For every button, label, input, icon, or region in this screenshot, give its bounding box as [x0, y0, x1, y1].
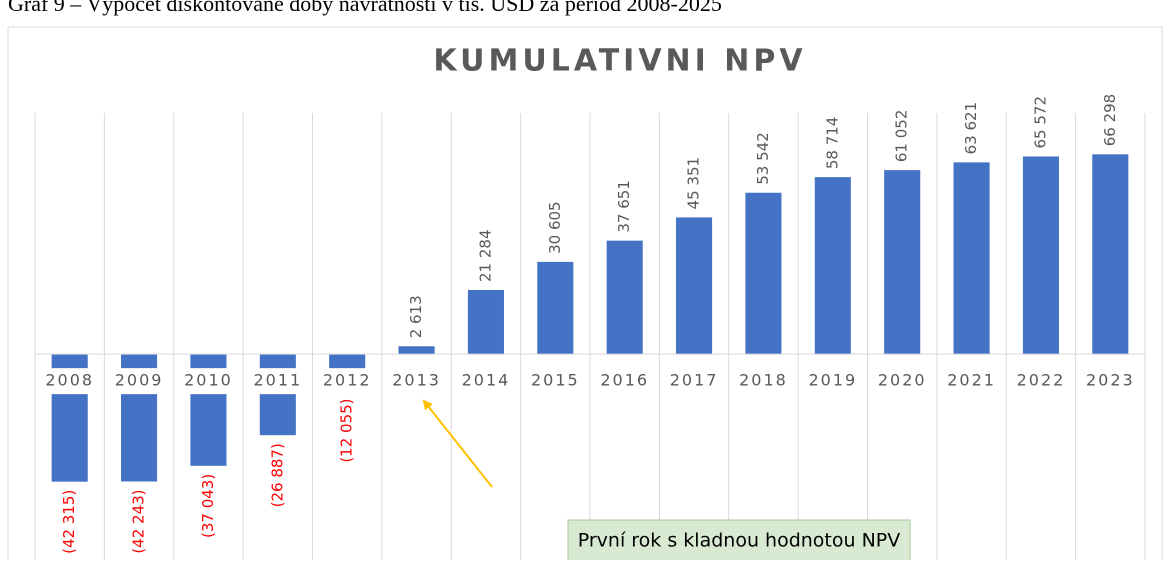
value-label: 21 284 — [476, 229, 494, 282]
value-label: 45 351 — [685, 157, 703, 210]
x-tick-label: 2022 — [1017, 371, 1066, 390]
value-label: 30 605 — [546, 201, 564, 254]
x-tick-label: 2012 — [323, 371, 372, 390]
bar — [1092, 154, 1129, 355]
x-tick-label: 2010 — [184, 371, 233, 390]
x-tick-label: 2009 — [115, 371, 164, 390]
value-label: (42 243) — [130, 489, 148, 553]
value-label: (12 055) — [338, 398, 356, 462]
x-tick-label: 2016 — [600, 371, 649, 390]
x-tick-label: 2018 — [739, 371, 788, 390]
x-tick-label: 2013 — [392, 371, 441, 390]
x-tick-label: 2021 — [947, 371, 996, 390]
bar — [537, 261, 574, 355]
x-tick-label: 2015 — [531, 371, 580, 390]
x-tick-label: 2020 — [878, 371, 927, 390]
x-tick-label: 2019 — [808, 371, 857, 390]
x-tick-label: 2017 — [670, 371, 719, 390]
bar — [467, 289, 504, 355]
bar — [814, 177, 851, 355]
bar — [745, 192, 782, 355]
caption: Graf 9 – Výpočet diskontované doby návra… — [8, 0, 722, 16]
bar — [676, 217, 713, 355]
value-label: (42 315) — [60, 490, 78, 554]
annotation-box — [567, 519, 911, 563]
bar — [884, 170, 921, 355]
value-label: 63 621 — [962, 102, 980, 155]
bar — [398, 346, 435, 355]
value-label: 2 613 — [407, 295, 425, 338]
value-label: (37 043) — [199, 474, 217, 538]
x-tick-label: 2008 — [45, 371, 94, 390]
annotation: První rok s kladnou hodnotou NPV — [578, 530, 901, 552]
bar — [1022, 156, 1059, 355]
x-tick-label: 2014 — [462, 371, 511, 390]
bar — [953, 162, 990, 355]
annotation-arrow — [422, 399, 493, 488]
value-label: 53 542 — [754, 132, 772, 185]
bar — [259, 354, 296, 436]
value-label: 65 572 — [1031, 96, 1049, 149]
value-label: 61 052 — [893, 110, 911, 163]
value-label: 37 651 — [615, 180, 633, 233]
chart-title: KUMULATIVNI NPV — [433, 44, 806, 79]
x-tick-label: 2011 — [253, 371, 302, 390]
value-label: 58 714 — [823, 117, 841, 170]
value-label: 66 298 — [1101, 94, 1119, 147]
x-tick-label: 2023 — [1086, 371, 1135, 390]
bar — [606, 240, 643, 355]
value-label: (26 887) — [268, 443, 286, 507]
